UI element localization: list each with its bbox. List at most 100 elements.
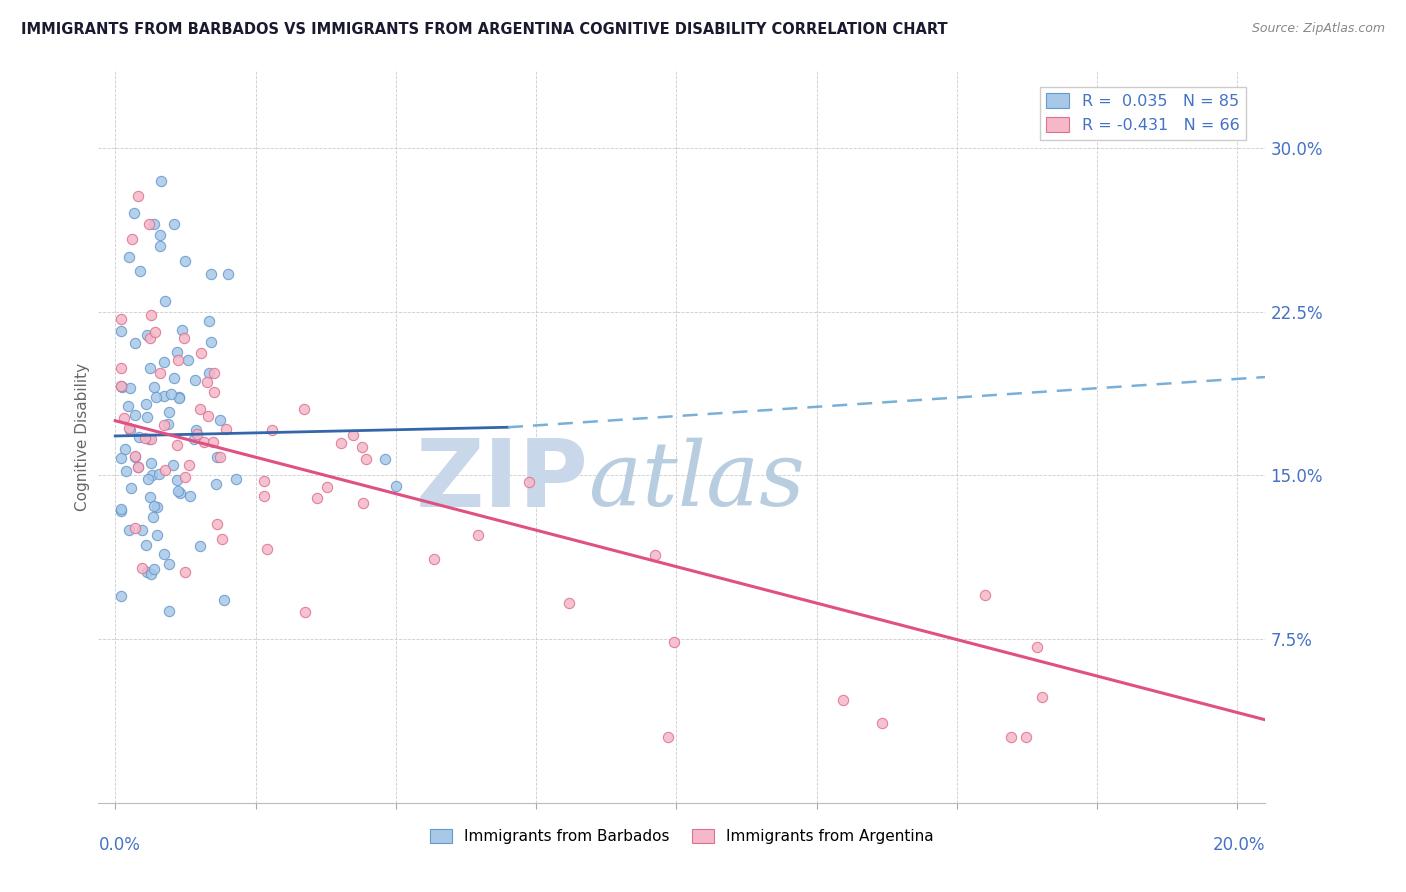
- Point: [188, 539, 211, 553]
- Point: [352, 496, 374, 510]
- Point: [135, 397, 157, 411]
- Point: [127, 459, 149, 474]
- Text: ZIP: ZIP: [416, 435, 589, 527]
- Point: [135, 538, 157, 552]
- Point: [142, 509, 165, 524]
- Point: [115, 464, 138, 478]
- Point: [110, 361, 132, 376]
- Point: [143, 380, 166, 394]
- Point: [197, 409, 219, 423]
- Y-axis label: Cognitive Disability: Cognitive Disability: [75, 363, 90, 511]
- Point: [142, 499, 165, 513]
- Point: [177, 458, 200, 472]
- Point: [110, 325, 132, 339]
- Point: [138, 217, 160, 231]
- Point: [208, 412, 231, 426]
- Point: [157, 405, 180, 419]
- Point: [110, 450, 132, 465]
- Point: [143, 218, 166, 232]
- Point: [167, 390, 190, 404]
- Text: atlas: atlas: [589, 438, 804, 524]
- Point: [162, 458, 184, 472]
- Point: [122, 206, 145, 220]
- Point: [110, 504, 132, 518]
- Point: [118, 250, 141, 264]
- Point: [118, 523, 141, 537]
- Point: [215, 422, 238, 436]
- Point: [127, 460, 149, 475]
- Point: [330, 435, 353, 450]
- Text: 20.0%: 20.0%: [1213, 836, 1265, 854]
- Point: [184, 373, 207, 387]
- Point: [114, 442, 136, 457]
- Point: [973, 588, 995, 602]
- Point: [163, 371, 186, 385]
- Point: [200, 268, 222, 282]
- Point: [146, 500, 169, 515]
- Point: [657, 731, 679, 745]
- Point: [110, 379, 132, 393]
- Point: [198, 366, 221, 380]
- Point: [155, 463, 177, 477]
- Point: [173, 254, 195, 268]
- Point: [211, 533, 233, 547]
- Point: [197, 314, 219, 328]
- Point: [136, 566, 159, 580]
- Point: [356, 452, 378, 467]
- Point: [188, 401, 211, 416]
- Point: [141, 308, 163, 322]
- Point: [183, 432, 205, 446]
- Point: [167, 392, 190, 406]
- Point: [195, 375, 218, 389]
- Point: [121, 232, 143, 246]
- Point: [173, 331, 195, 345]
- Point: [1025, 640, 1047, 655]
- Point: [142, 562, 165, 576]
- Point: [110, 311, 132, 326]
- Point: [143, 325, 166, 339]
- Point: [186, 423, 208, 437]
- Point: [167, 484, 190, 499]
- Point: [305, 491, 328, 505]
- Point: [157, 557, 180, 571]
- Point: [112, 411, 135, 425]
- Point: [253, 474, 276, 488]
- Point: [173, 565, 195, 579]
- Point: [225, 472, 247, 486]
- Point: [136, 327, 159, 342]
- Point: [1014, 731, 1036, 745]
- Point: [384, 479, 406, 493]
- Point: [131, 561, 153, 575]
- Point: [202, 435, 225, 450]
- Point: [124, 450, 146, 464]
- Point: [172, 323, 194, 337]
- Point: [120, 423, 142, 437]
- Text: IMMIGRANTS FROM BARBADOS VS IMMIGRANTS FROM ARGENTINA COGNITIVE DISABILITY CORRE: IMMIGRANTS FROM BARBADOS VS IMMIGRANTS F…: [21, 22, 948, 37]
- Point: [127, 189, 149, 203]
- Point: [141, 456, 163, 470]
- Point: [374, 452, 396, 467]
- Point: [157, 417, 180, 431]
- Point: [139, 360, 162, 375]
- Point: [141, 432, 163, 446]
- Point: [1031, 690, 1053, 705]
- Point: [160, 387, 183, 401]
- Point: [118, 421, 141, 435]
- Legend: Immigrants from Barbados, Immigrants from Argentina: Immigrants from Barbados, Immigrants fro…: [425, 822, 939, 850]
- Point: [217, 267, 239, 281]
- Point: [200, 334, 222, 349]
- Point: [110, 589, 132, 603]
- Point: [124, 408, 146, 422]
- Point: [662, 635, 685, 649]
- Point: [179, 488, 201, 502]
- Point: [193, 435, 215, 450]
- Point: [186, 426, 208, 441]
- Point: [467, 528, 489, 542]
- Point: [208, 450, 231, 464]
- Point: [205, 516, 228, 531]
- Point: [316, 480, 339, 494]
- Point: [169, 486, 191, 500]
- Point: [260, 423, 283, 437]
- Point: [111, 380, 134, 394]
- Point: [134, 431, 156, 445]
